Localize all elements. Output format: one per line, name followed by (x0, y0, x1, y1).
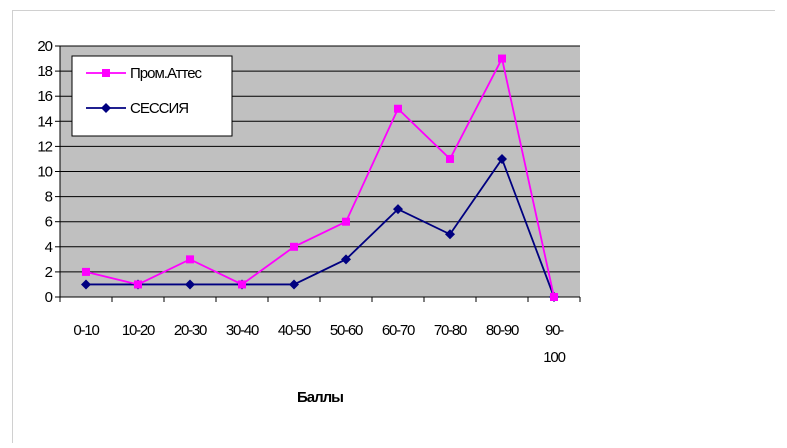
x-axis-ticks: 0-10 10-20 20-30 30-40 40-50 50-60 60-70 70-80 8… (59, 297, 581, 366)
data-point (342, 217, 350, 226)
data-point (290, 242, 298, 251)
x-tick-label: 70-80 (434, 322, 467, 339)
x-tick-label: 40-50 (278, 322, 311, 339)
x-tick-label: 50-60 (330, 322, 363, 339)
data-point (445, 229, 455, 240)
y-tick-label: 16 (37, 88, 52, 105)
y-tick-label: 18 (37, 63, 52, 80)
legend-label: Пром.Аттес (130, 65, 203, 82)
y-tick-label: 12 (37, 138, 52, 155)
legend: Пром.Аттес СЕССИЯ (71, 55, 233, 137)
y-tick-label: 2 (45, 264, 53, 281)
x-tick-label: 80-90 (486, 322, 519, 339)
data-point (550, 293, 558, 301)
data-point (185, 279, 195, 290)
y-tick-label: 10 (37, 164, 52, 181)
series-line (85, 55, 555, 298)
legend-label: СЕССИЯ (130, 100, 188, 117)
legend-item: Пром.Аттес (86, 65, 204, 82)
legend-swatch-marker (102, 69, 110, 77)
legend-swatch-marker (101, 103, 111, 113)
y-axis-ticks: 0 2 4 6 8 10 12 14 16 18 20 (37, 38, 60, 306)
data-point (394, 104, 402, 113)
legend-item: СЕССИЯ (86, 100, 189, 117)
data-point (446, 154, 454, 163)
x-tick-label: 0-10 (73, 322, 99, 339)
x-tick-label: 10-20 (122, 322, 155, 339)
data-point (498, 54, 506, 63)
legend-box (71, 55, 233, 137)
series-line (86, 157, 555, 298)
data-point (289, 279, 299, 290)
data-point (393, 204, 403, 215)
y-tick-label: 4 (45, 239, 53, 256)
chart-frame (12, 10, 775, 443)
y-tick-label: 6 (45, 214, 53, 231)
x-tick-label: 20-30 (174, 322, 207, 339)
y-tick-label: 14 (37, 113, 52, 130)
series-1 (82, 54, 558, 301)
y-tick-label: 8 (45, 189, 53, 206)
x-tick-label: 30-40 (226, 322, 259, 339)
y-tick-label: 0 (45, 289, 53, 306)
data-point (81, 279, 91, 290)
x-tick-label: 90-100 (543, 322, 565, 366)
x-axis-label: Баллы (297, 389, 343, 406)
data-point (186, 255, 194, 264)
y-tick-label: 20 (37, 38, 52, 55)
data-point (497, 153, 507, 164)
x-tick-label: 60-70 (382, 322, 415, 339)
data-point (134, 280, 142, 289)
series-layer (81, 54, 559, 302)
data-point (82, 267, 90, 276)
data-point (341, 254, 351, 265)
data-point (238, 280, 246, 289)
